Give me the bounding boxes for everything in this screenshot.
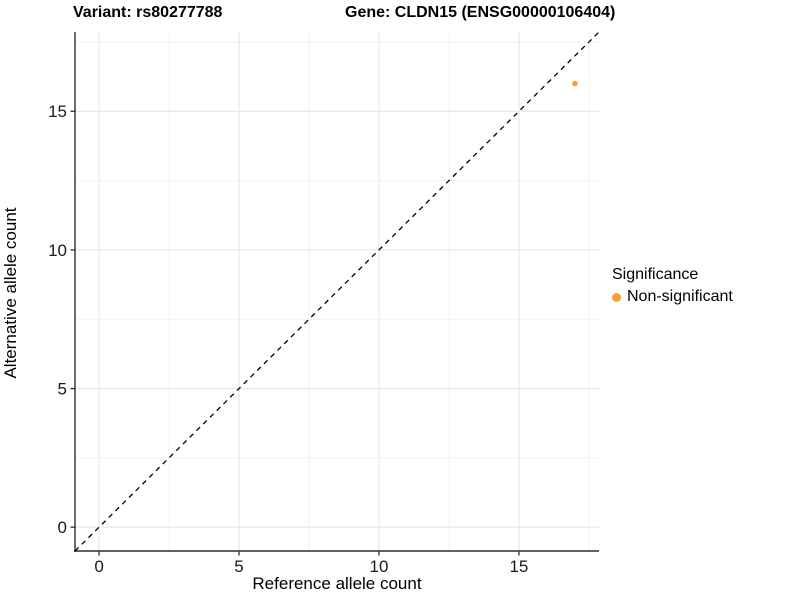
legend-item: Non-significant — [612, 288, 733, 306]
legend-point-icon — [612, 292, 621, 302]
data-point — [572, 80, 578, 87]
x-tick-label: 10 — [370, 557, 389, 576]
identity-dashed-line — [74, 31, 600, 552]
legend: Significance Non-significant — [612, 266, 733, 306]
x-tick-label: 15 — [509, 557, 528, 576]
y-tick-label: 0 — [58, 518, 67, 537]
x-tick-label: 0 — [94, 557, 103, 576]
legend-item-label: Non-significant — [627, 288, 733, 305]
x-tick-label: 5 — [234, 557, 243, 576]
y-tick-label: 10 — [48, 241, 67, 260]
y-axis-label: Alternative allele count — [1, 207, 20, 379]
legend-title: Significance — [612, 266, 699, 283]
plot-title-variant: Variant: rs80277788 — [73, 4, 223, 21]
y-tick-label: 5 — [58, 379, 67, 398]
y-tick-label: 15 — [48, 102, 67, 121]
plot-title-gene: Gene: CLDN15 (ENSG00000106404) — [345, 4, 616, 21]
x-axis-label: Reference allele count — [252, 574, 422, 593]
